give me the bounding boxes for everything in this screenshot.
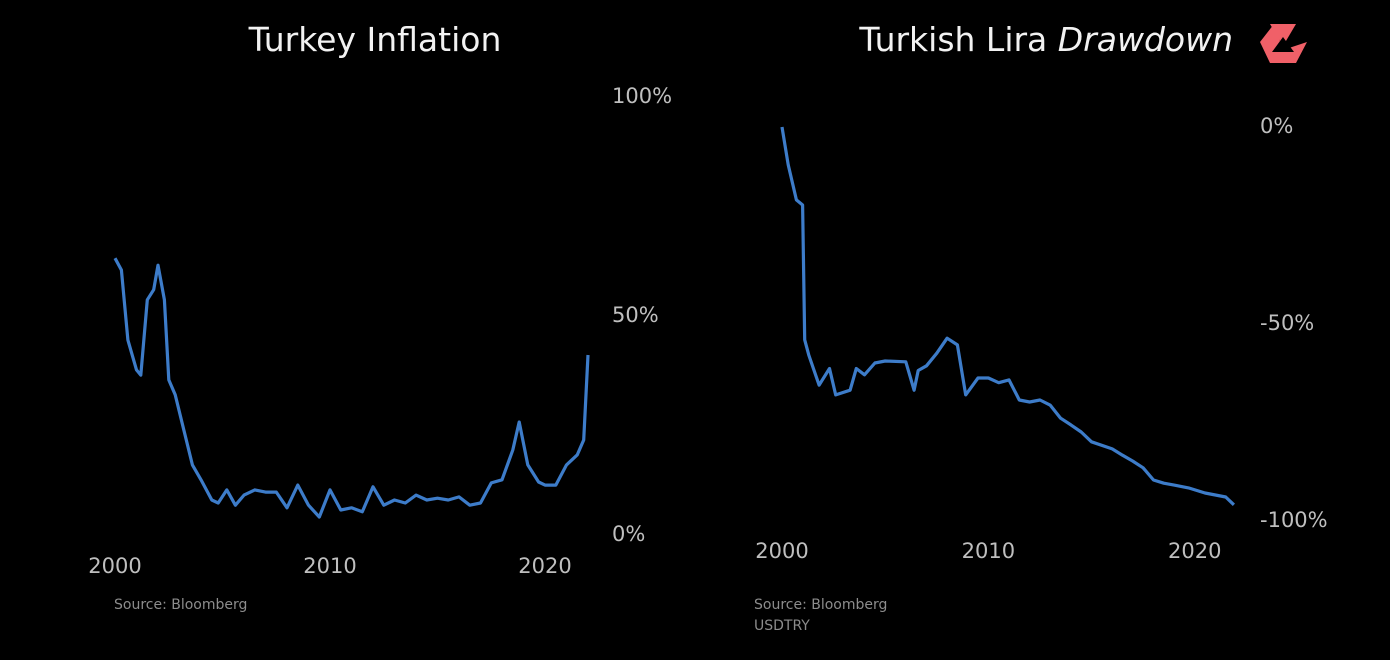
x-tick-label: 2020 [1168,539,1221,563]
title-emphasis: Drawdown [1058,20,1233,59]
series-note: USDTRY [754,618,810,634]
source-note: Source: Bloomberg [754,597,887,613]
series-line [780,126,1236,506]
logo [1260,24,1307,63]
x-tick-label: 2000 [88,554,141,578]
x-tick-label: 2010 [303,554,356,578]
y-tick-label: 0% [1260,114,1293,138]
x-tick-label: 2020 [518,554,571,578]
title-text: Turkey Inflation [248,20,502,59]
y-tick-label: 0% [612,522,645,546]
series-line [113,257,590,519]
title-text: Turkish Lira [858,20,1057,59]
x-tick-label: 2000 [755,539,808,563]
x-tick-label: 2010 [962,539,1015,563]
chart-title: Turkish Lira Drawdown [858,20,1233,59]
y-tick-label: -100% [1260,508,1328,532]
y-tick-label: 50% [612,303,659,327]
y-tick-label: -50% [1260,311,1314,335]
chart-title: Turkey Inflation [248,20,502,59]
y-tick-label: 100% [612,84,672,108]
source-note: Source: Bloomberg [114,597,247,613]
